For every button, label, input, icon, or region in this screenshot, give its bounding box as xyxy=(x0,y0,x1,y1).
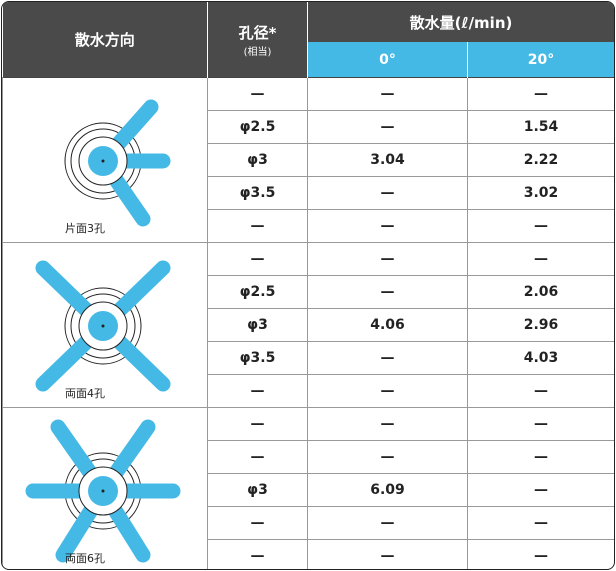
nozzle-cell: 両面6孔 xyxy=(2,407,208,569)
table-row: — — — xyxy=(3,539,614,569)
diameter-cell: — xyxy=(207,440,308,474)
diameter-cell: φ2.5 xyxy=(207,110,308,144)
flow-0-cell: — xyxy=(307,506,468,540)
table-row: φ3.5—4.03 xyxy=(3,341,614,375)
diameter-cell: — xyxy=(207,506,308,540)
diameter-cell: — xyxy=(207,407,308,441)
nozzle-label: 片面3孔 xyxy=(65,222,105,235)
table-row: — — — xyxy=(3,506,614,540)
header-flow: 散水量(ℓ/min) xyxy=(307,2,614,42)
flow-0-cell: — xyxy=(307,341,468,375)
table-row: φ3 6.09— xyxy=(3,473,614,507)
flow-20-cell: — xyxy=(467,242,614,276)
header-diameter-title: 孔径* xyxy=(238,23,277,42)
flow-20-cell: — xyxy=(467,374,614,408)
flow-20-cell: — xyxy=(467,473,614,507)
table-row: 片面3孔 — — — xyxy=(2,77,614,243)
table-row: 両面6孔 — — — xyxy=(2,407,614,569)
diameter-cell: — xyxy=(207,209,308,243)
flow-20-cell: — xyxy=(467,407,614,441)
flow-20-cell: 1.54 xyxy=(467,110,614,144)
flow-0-cell: — xyxy=(307,275,468,309)
nozzle-diagram xyxy=(64,99,171,226)
flow-0-cell: — xyxy=(307,110,468,144)
flow-0-cell: 3.04 xyxy=(307,143,468,177)
flow-0-cell: 4.06 xyxy=(307,308,468,342)
nozzle-label: 両面6孔 xyxy=(65,552,105,565)
table-row: 両面4孔 — — — xyxy=(2,242,614,408)
diameter-cell: — xyxy=(207,374,308,408)
flow-20-cell: — xyxy=(467,506,614,540)
diameter-cell: φ3.5 xyxy=(207,341,308,375)
flow-20-cell: 2.96 xyxy=(467,308,614,342)
flow-0-cell: — xyxy=(307,176,468,210)
flow-0-cell: — xyxy=(307,539,468,569)
flow-20-cell: — xyxy=(467,77,614,111)
diameter-cell: φ3.5 xyxy=(207,176,308,210)
flow-20-cell: 2.22 xyxy=(467,143,614,177)
nozzle-diagram xyxy=(25,419,181,562)
flow-0-cell: — xyxy=(307,440,468,474)
header-angle: 0° xyxy=(307,42,468,78)
flow-0-cell: — xyxy=(307,374,468,408)
flow-0-cell: — xyxy=(307,242,468,276)
nozzle-label: 両面4孔 xyxy=(65,387,105,400)
flow-20-cell: 2.06 xyxy=(467,275,614,309)
diameter-cell: φ3 xyxy=(207,143,308,177)
diameter-cell: φ3 xyxy=(207,473,308,507)
nozzle-cell: 両面4孔 xyxy=(2,242,208,408)
header-direction: 散水方向 xyxy=(2,2,208,78)
nozzle-diagram xyxy=(35,260,171,391)
diameter-cell: φ2.5 xyxy=(207,275,308,309)
flow-0-cell: — xyxy=(307,77,468,111)
nozzle-cell: 片面3孔 xyxy=(2,77,208,243)
header-diameter: 孔径* (相当) xyxy=(207,2,308,78)
diameter-cell: — xyxy=(207,539,308,569)
flow-0-cell: 6.09 xyxy=(307,473,468,507)
flow-20-cell: — xyxy=(467,209,614,243)
flow-20-cell: — xyxy=(467,440,614,474)
flow-20-cell: 4.03 xyxy=(467,341,614,375)
flow-0-cell: — xyxy=(307,209,468,243)
diameter-cell: φ3 xyxy=(207,308,308,342)
table-row: φ3 4.06 2.96 xyxy=(3,308,614,342)
diameter-cell: — xyxy=(207,242,308,276)
table-row: φ3 3.04 2.22 xyxy=(3,143,614,177)
flow-20-cell: — xyxy=(467,539,614,569)
header-angle: 20° xyxy=(467,42,614,78)
flow-0-cell: — xyxy=(307,407,468,441)
flow-20-cell: 3.02 xyxy=(467,176,614,210)
header-diameter-note: (相当) xyxy=(243,46,272,58)
table-row: φ2.5—1.54 xyxy=(3,110,614,144)
diameter-cell: — xyxy=(207,77,308,111)
